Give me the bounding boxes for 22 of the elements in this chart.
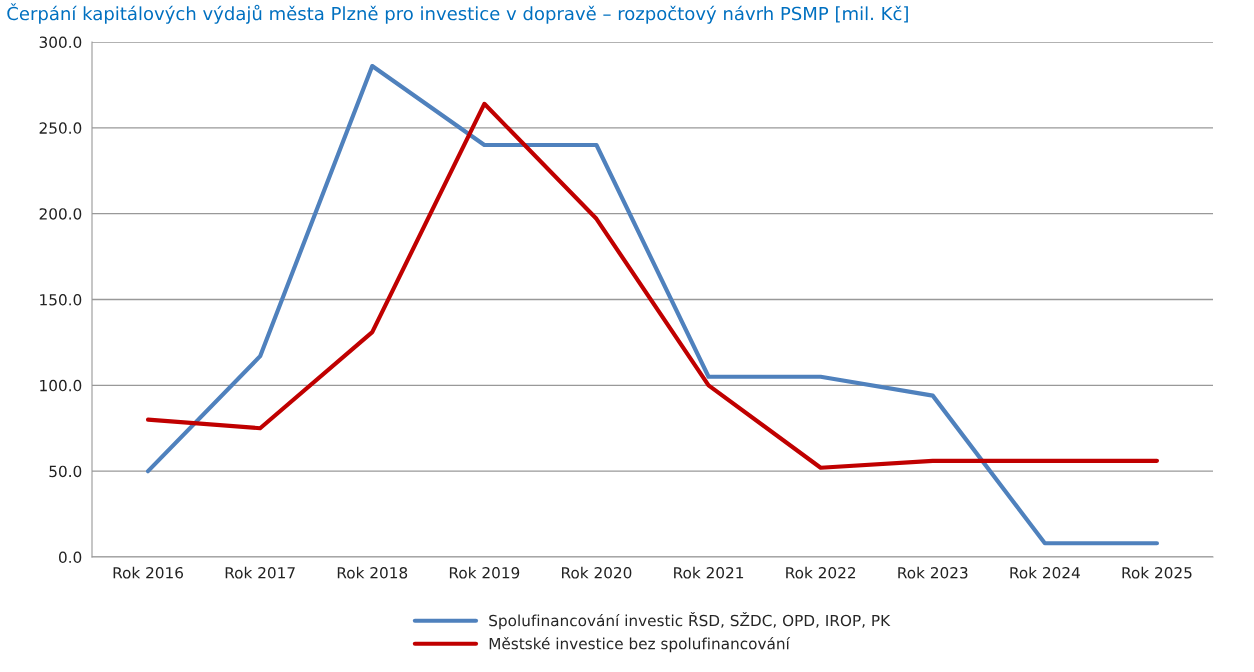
y-tick-label: 150.0 bbox=[40, 293, 82, 306]
y-tick-label: 50.0 bbox=[49, 465, 82, 478]
line-series bbox=[145, 63, 1160, 546]
x-tick-label: Rok 2025 bbox=[1122, 566, 1192, 579]
x-tick-label: Rok 2017 bbox=[225, 566, 295, 579]
x-tick-label: Rok 2016 bbox=[113, 566, 184, 579]
x-tick-label: Rok 2019 bbox=[449, 566, 520, 579]
chart-title: Čerpání kapitálových výdajů města Plzně pro investice v dopravě – rozpočtový návrh PSMP [mil. Kč] bbox=[7, 3, 908, 24]
x-tick-label: Rok 2022 bbox=[786, 566, 856, 579]
y-tick-label: 100.0 bbox=[40, 379, 82, 392]
legend-label: Spolufinancování investic ŘSD, SŽDC, OPD, IROP, PK bbox=[489, 611, 891, 630]
y-tick-label: 300.0 bbox=[39, 36, 82, 49]
x-tick-label: Rok 2018 bbox=[337, 566, 408, 579]
x-tick-label: Rok 2024 bbox=[1010, 566, 1080, 579]
x-tick-label: Rok 2023 bbox=[898, 566, 968, 579]
y-tick-label: 0.0 bbox=[58, 551, 82, 564]
y-tick-label: 200.0 bbox=[39, 208, 82, 220]
line-series bbox=[145, 101, 1160, 470]
x-tick-label: Rok 2021 bbox=[674, 566, 744, 579]
y-tick-label: 250.0 bbox=[39, 122, 82, 134]
legend-label: Městské investice bez spolufinancování bbox=[489, 636, 791, 653]
x-tick-label: Rok 2020 bbox=[562, 566, 632, 579]
